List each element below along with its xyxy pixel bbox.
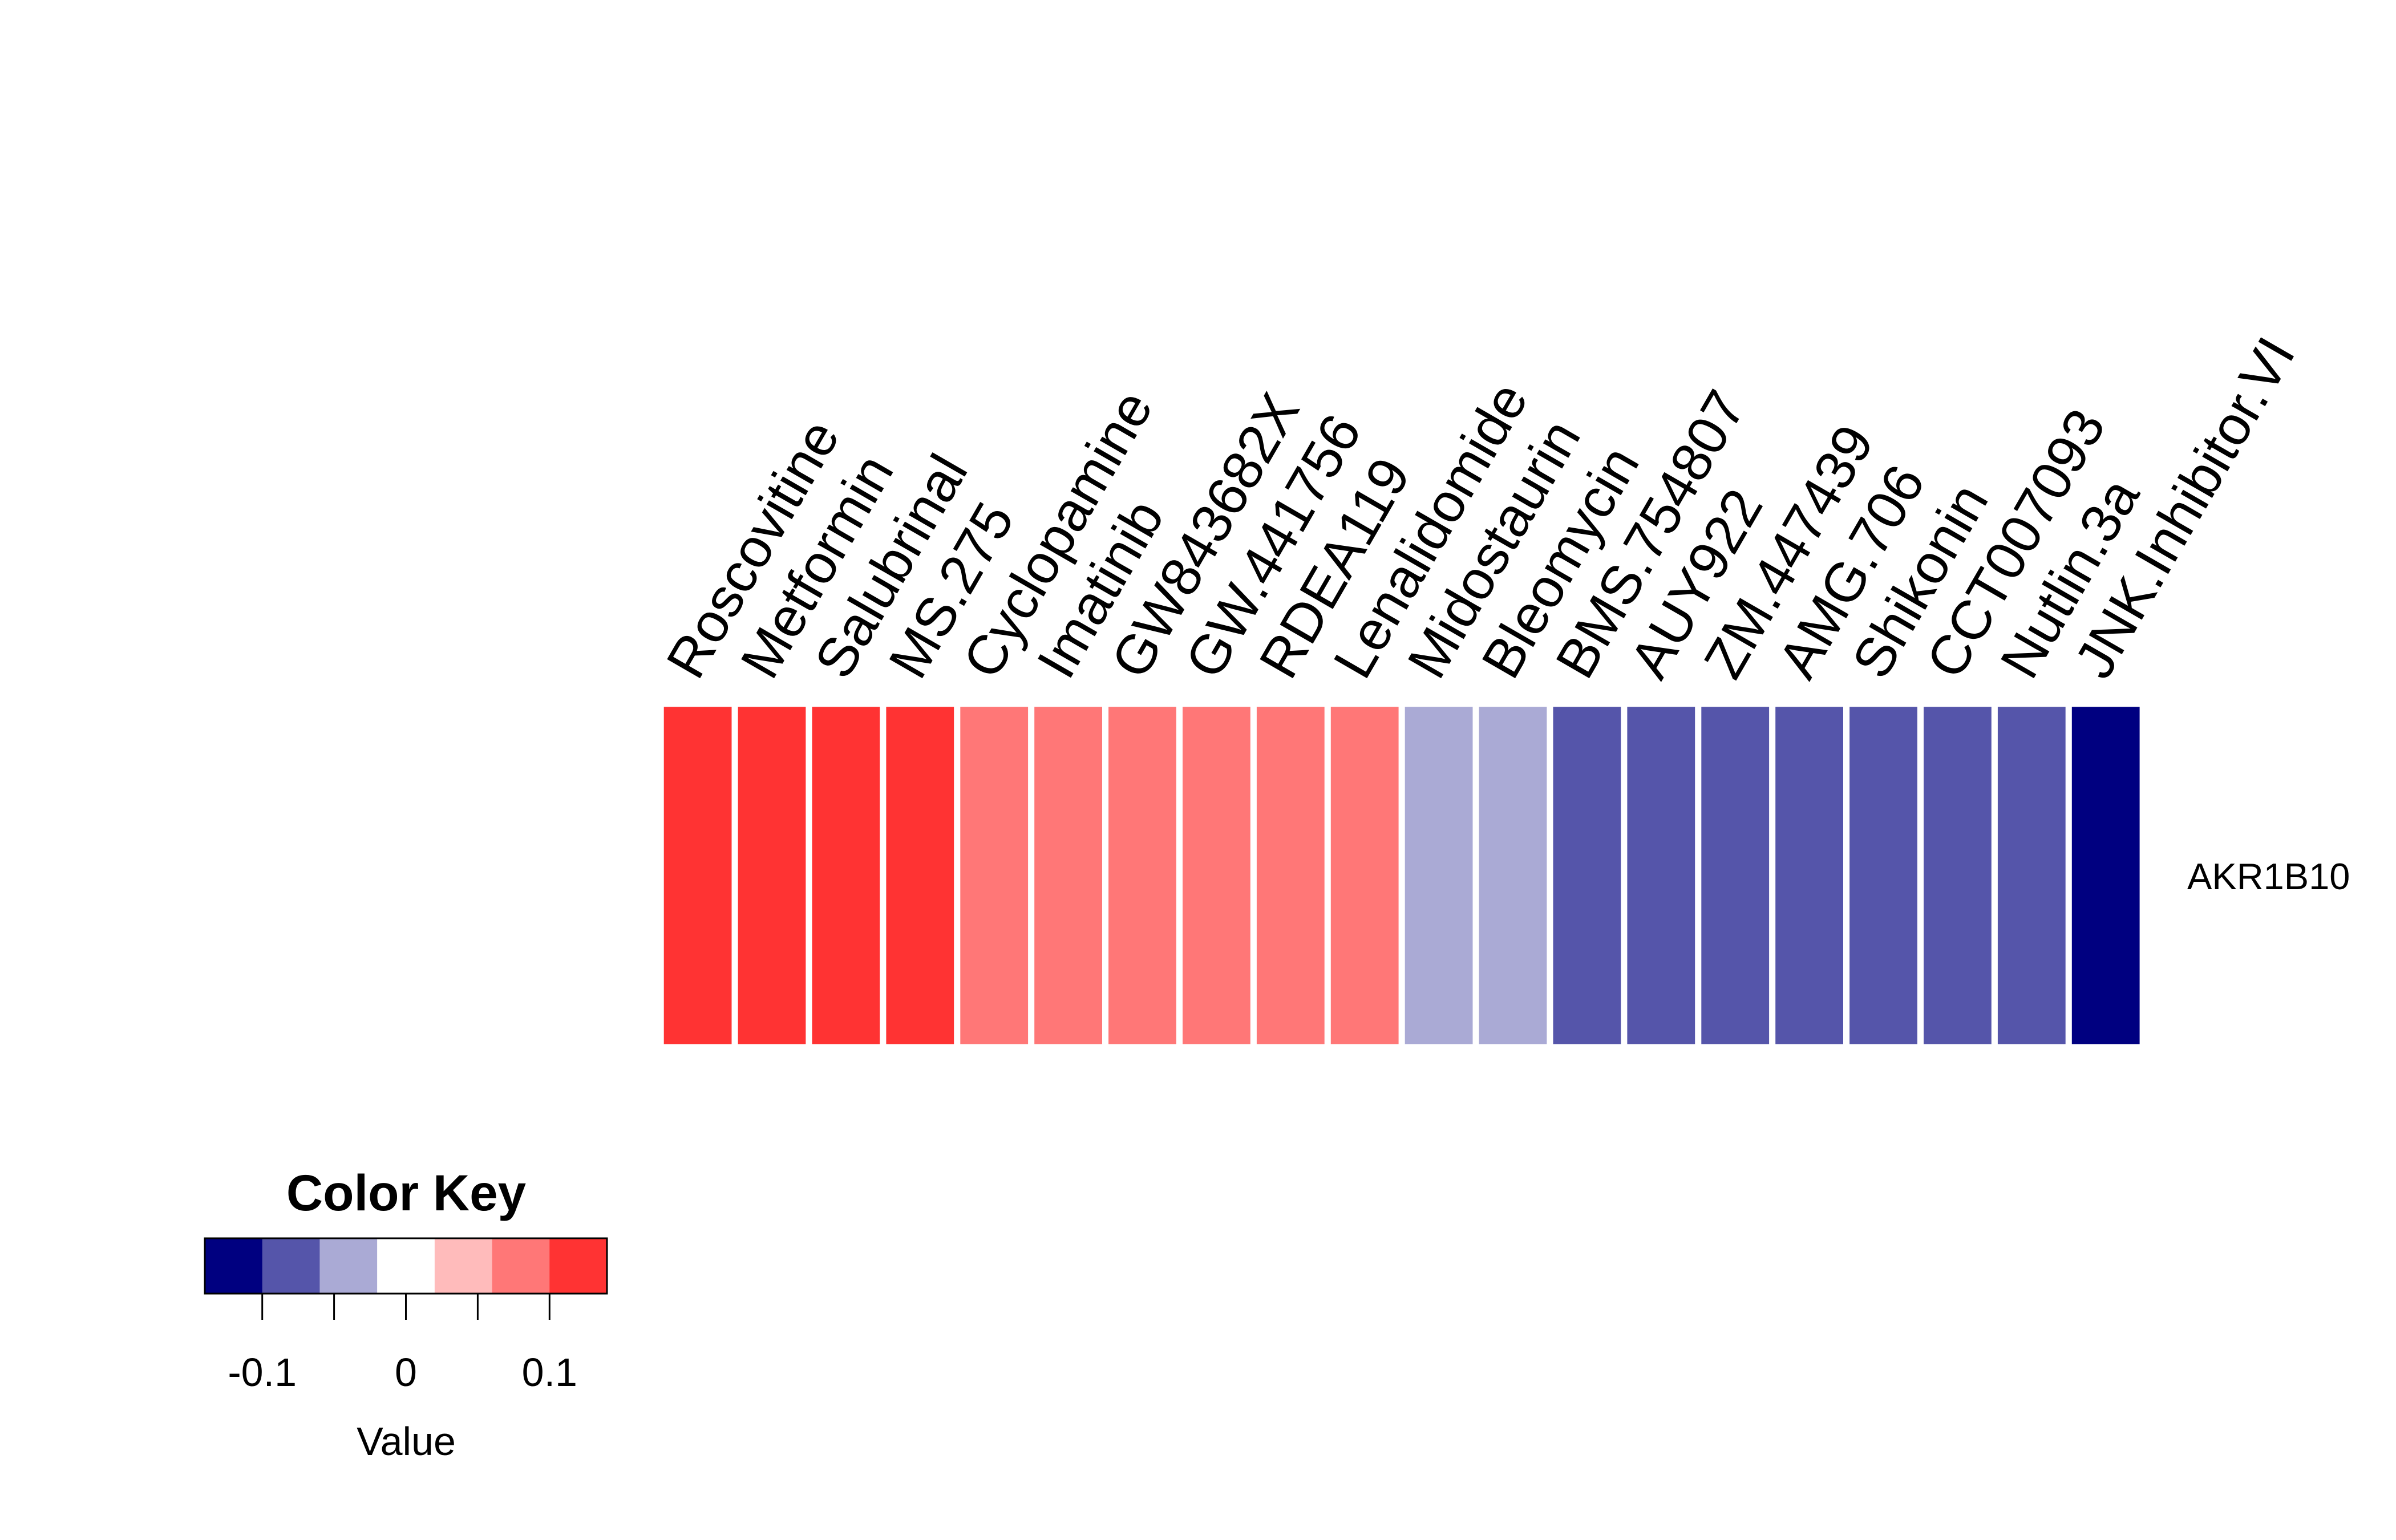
heatmap-cell (738, 707, 806, 1044)
heatmap-cell (1330, 707, 1399, 1044)
heatmap-cell (1256, 707, 1325, 1044)
heatmap-cell (1553, 707, 1621, 1044)
color-key-tick-labels: -0.1 0 0.1 (228, 1350, 577, 1395)
color-key-block (262, 1238, 320, 1294)
heatmap-cell (1849, 707, 1917, 1044)
color-key-tick-label: -0.1 (228, 1350, 297, 1395)
heatmap (663, 707, 2140, 1044)
color-key-block (205, 1238, 263, 1294)
heatmap-cell (1108, 707, 1176, 1044)
color-key-axis-label: Value (357, 1419, 456, 1464)
heatmap-cell (812, 707, 880, 1044)
heatmap-cell (1627, 707, 1695, 1044)
heatmap-cell (886, 707, 954, 1044)
color-key-block (319, 1238, 378, 1294)
heatmap-cell (1997, 707, 2066, 1044)
color-key-block (434, 1238, 493, 1294)
color-key-axis (261, 1294, 551, 1320)
color-key: Color Key -0.1 0 0.1 Value (204, 1164, 608, 1464)
color-key-title: Color Key (286, 1164, 527, 1221)
heatmap-cell (960, 707, 1029, 1044)
heatmap-cell (1701, 707, 1770, 1044)
color-key-block (549, 1238, 608, 1294)
heatmap-cell (1479, 707, 1547, 1044)
heatmap-cell (1183, 707, 1250, 1044)
column-labels: RoscovitineMetforminSalubrinalMS.275Cycl… (654, 328, 2307, 688)
color-key-block (377, 1238, 435, 1294)
color-key-tick-label: 0.1 (522, 1350, 577, 1395)
color-key-tick-label: 0 (395, 1350, 417, 1395)
row-labels: AKR1B10 (2187, 856, 2350, 897)
heatmap-cell (1034, 707, 1102, 1044)
row-label: AKR1B10 (2187, 856, 2350, 897)
heatmap-cell (2071, 707, 2140, 1044)
heatmap-cell (1924, 707, 1992, 1044)
heatmap-cell (663, 707, 732, 1044)
color-key-block (492, 1238, 550, 1294)
color-key-bar (205, 1238, 608, 1294)
heatmap-cell (1775, 707, 1843, 1044)
heatmap-cell (1405, 707, 1473, 1044)
